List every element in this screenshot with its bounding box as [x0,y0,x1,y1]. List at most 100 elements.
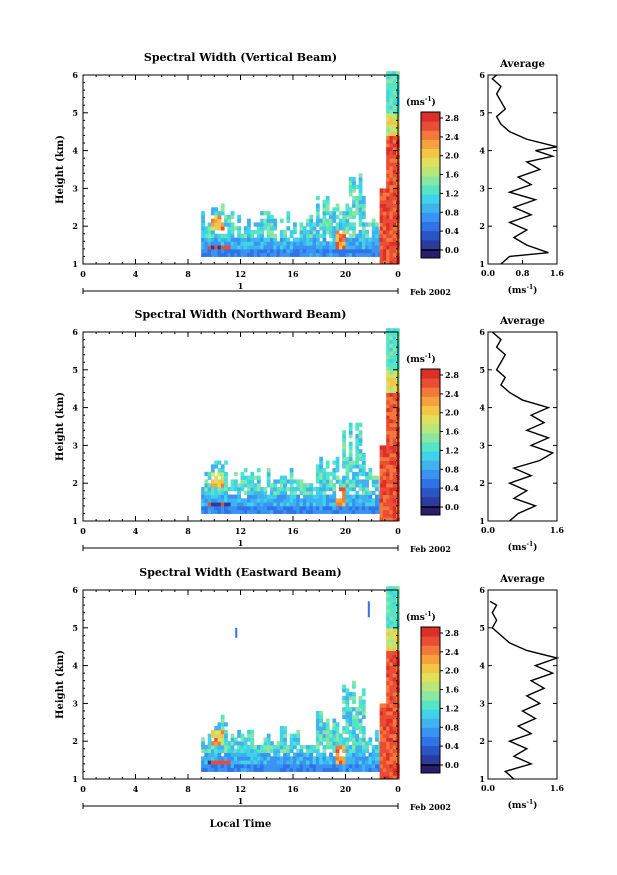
avg-y-tick-label: 5 [479,365,485,375]
heatmap-cell [345,509,350,514]
heatmap-cell [243,498,248,503]
heatmap-cell [348,737,353,742]
heatmap-cell [293,486,297,492]
x-tick-label: 0 [80,526,86,536]
avg-y-tick-label: 2 [479,736,485,746]
heatmap-cell [319,226,324,231]
heatmap-cell [355,710,360,716]
heatmap-cell [260,763,264,769]
heatmap-cell [270,229,274,235]
heatmap [201,71,400,265]
heatmap-cell [260,760,264,765]
heatmap-cell [392,756,397,761]
heatmap-cell [389,699,394,704]
heatmap-cell [389,354,394,359]
heatmap-cell [227,241,232,246]
heatmap-cell [392,332,397,337]
heatmap-cell [312,756,317,761]
heatmap-cell [382,483,387,488]
heatmap-cell [375,756,379,761]
heatmap-cell [283,483,287,488]
heatmap-cell [386,597,390,602]
heatmap-cell [204,248,209,254]
heatmap-cell [260,498,264,503]
heatmap-cell [392,490,397,496]
heatmap-cell [338,763,343,769]
heatmap-cell [322,737,327,742]
heatmap-cell [386,199,390,205]
heatmap-cell [392,665,397,670]
heatmap-cell [368,245,373,250]
heatmap-cell [392,116,397,121]
heatmap-cell [386,71,390,76]
heatmap-cell [332,475,337,480]
heatmap-cell [325,505,330,511]
heatmap-cell [322,494,327,499]
heatmap-cell [250,756,255,761]
heatmap-cell [342,430,346,435]
heatmap-cell [207,744,212,750]
heatmap-cell [224,752,228,757]
heatmap-cell [293,737,297,742]
heatmap-cell [214,744,219,750]
heatmap-cell [279,494,284,499]
heatmap-cell [302,226,307,231]
heatmap-cell [392,335,397,341]
heatmap-cell [220,252,225,257]
colorbar-tick-label: 2.8 [445,113,459,123]
x-tick-label: 20 [340,269,352,279]
heatmap-cell [342,460,346,465]
heatmap-cell [302,509,307,514]
heatmap-cell [260,509,264,514]
heatmap-cell [389,445,394,450]
heatmap-cell [279,729,284,735]
heatmap-cell [379,718,384,723]
heatmap-cell [279,509,284,514]
heatmap-cell [247,479,251,484]
heatmap-cell [342,710,346,716]
heatmap-cell [309,486,314,492]
heatmap-cell [240,248,245,254]
heatmap-cell [276,490,281,496]
heatmap-cell [289,468,294,473]
heatmap-cell [204,471,209,477]
heatmap-cell [342,483,346,488]
heatmap-cell [386,381,390,386]
heatmap-cell [279,756,284,761]
heatmap-cell [266,741,271,746]
heatmap-cell [315,252,320,257]
heatmap-cell [247,486,251,492]
heatmap-cell [365,490,369,496]
colorbar-tick-label: 0.0 [445,502,459,512]
heatmap-cell [335,464,340,469]
heatmap-cell [355,490,360,496]
heatmap-cell [355,741,360,746]
heatmap-cell [250,237,255,242]
heatmap-cell [375,729,379,735]
heatmap-cell [250,490,255,496]
heatmap-cell [256,490,261,496]
heatmap-cell [386,418,390,424]
heatmap-cell [217,479,222,484]
heatmap-cell [392,233,397,239]
heatmap-cell [379,456,384,462]
heatmap-cell [382,460,387,465]
heatmap-cell [386,229,390,235]
heatmap-cell [319,222,324,227]
heatmap-cell [207,222,212,227]
heatmap-cell [392,260,397,265]
heatmap-cell [348,695,353,701]
heatmap-cell [345,222,350,227]
heatmap-cell [270,498,274,503]
heatmap-cell [386,752,390,757]
heatmap-cell [201,245,205,250]
heatmap-cell [348,718,353,723]
heatmap-cell [306,744,310,750]
heatmap-cell [279,237,284,242]
heatmap-cell [207,763,212,769]
heatmap-cell [250,760,255,765]
heatmap-cell [386,248,390,254]
heatmap-cell [348,733,353,738]
heatmap-cell [386,415,390,420]
